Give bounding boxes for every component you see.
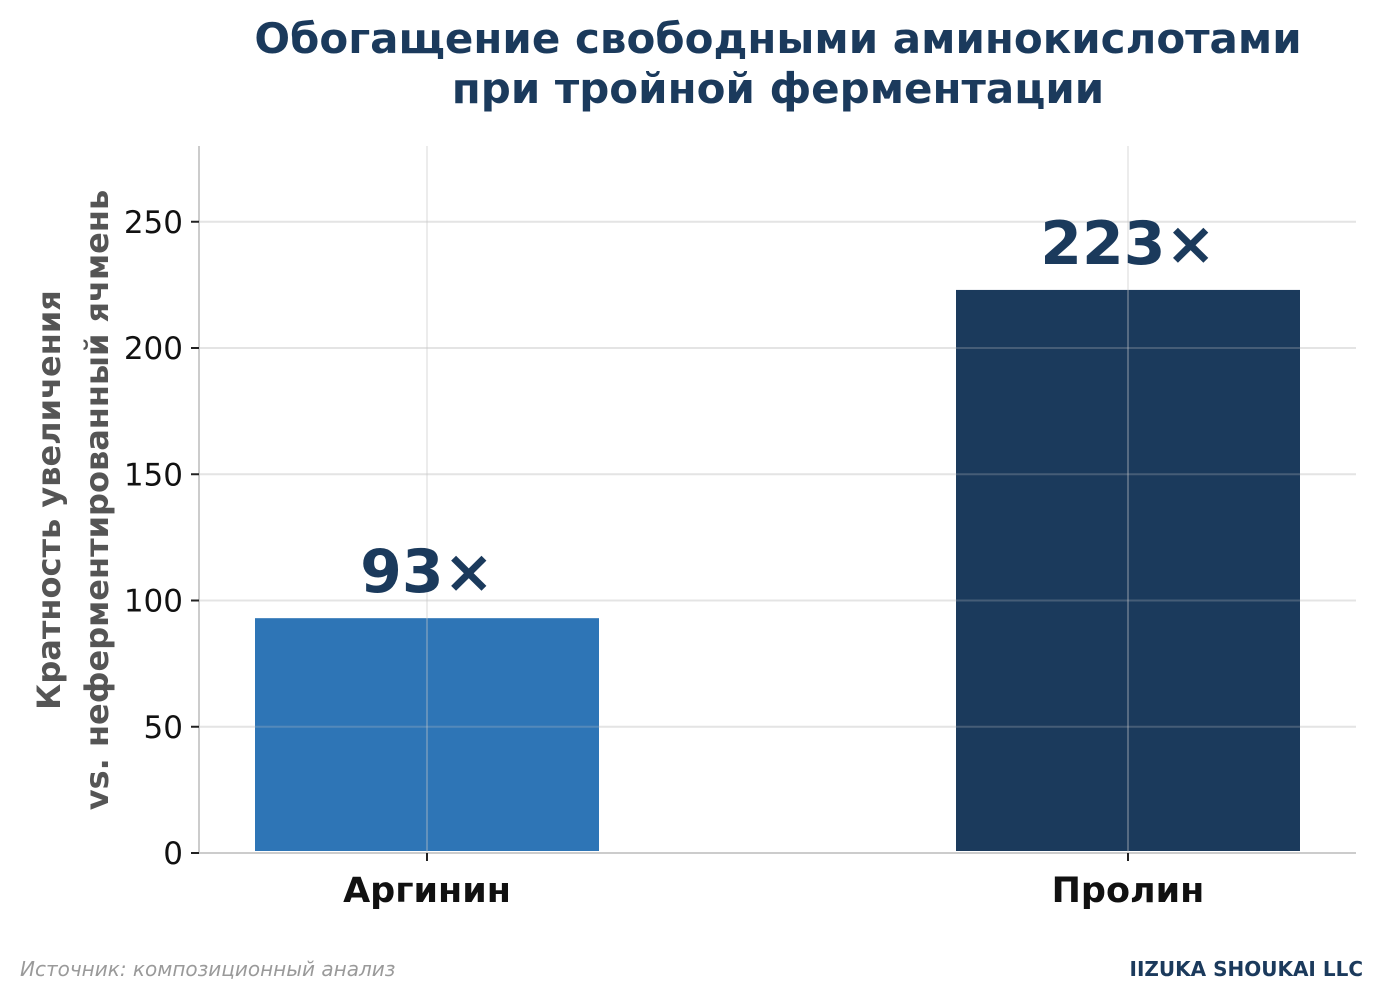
vertical-grid-layer [199, 146, 1356, 853]
labels-layer: 0 50 100 150 200 250 Аргинин Пролин 93× 223× [124, 205, 1216, 911]
brand-label: IIZUKA SHOUKAI LLC [1129, 957, 1364, 981]
x-tick-label: Пролин [1052, 871, 1205, 911]
y-tick-label: 200 [124, 331, 183, 367]
bar-value-label: 223× [1040, 209, 1216, 279]
y-tick-label: 250 [124, 205, 183, 241]
y-tick-label: 50 [144, 710, 183, 746]
bars-layer [255, 289, 1300, 851]
source-note: Источник: композиционный анализ [20, 957, 396, 981]
y-axis-label-line-1: Кратность увеличения [30, 290, 68, 710]
axes-layer [191, 146, 1356, 861]
bar-value-label: 93× [360, 537, 494, 607]
y-axis-label-line-2: vs. неферментированный ячмень [78, 189, 116, 811]
x-tick-label: Аргинин [343, 871, 511, 911]
chart-title-line-1: Обогащение свободными аминокислотами [254, 14, 1302, 63]
y-tick-label: 0 [163, 836, 183, 872]
y-tick-label: 150 [124, 457, 183, 493]
y-tick-label: 100 [124, 584, 183, 620]
bar-1 [255, 618, 599, 851]
chart-title-line-2: при тройной ферментации [451, 64, 1105, 113]
bar-2 [956, 289, 1300, 851]
